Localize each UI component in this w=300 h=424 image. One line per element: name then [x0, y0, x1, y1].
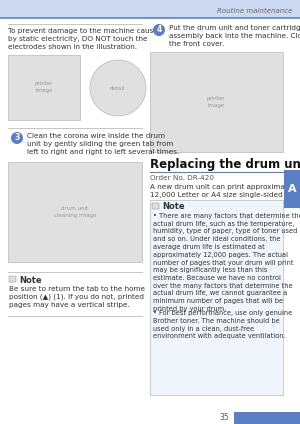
Text: //: //	[10, 277, 13, 282]
Text: Order No. DR-420: Order No. DR-420	[150, 175, 214, 181]
FancyBboxPatch shape	[150, 52, 283, 152]
FancyBboxPatch shape	[284, 170, 300, 208]
Text: A: A	[288, 184, 296, 194]
Circle shape	[90, 60, 146, 116]
Text: //: //	[152, 204, 156, 209]
Text: Be sure to return the tab to the home
position (▲) (1). If you do not, printed
p: Be sure to return the tab to the home po…	[9, 286, 145, 309]
Text: printer
image: printer image	[207, 96, 225, 108]
FancyBboxPatch shape	[8, 162, 142, 262]
Circle shape	[153, 24, 165, 36]
FancyBboxPatch shape	[9, 276, 16, 282]
Text: printer
image: printer image	[35, 81, 53, 92]
Text: detail: detail	[110, 86, 126, 90]
Text: Note: Note	[162, 202, 184, 211]
Text: A new drum unit can print approximately
12,000 Letter or A4 size single-sided pa: A new drum unit can print approximately …	[150, 184, 300, 198]
FancyBboxPatch shape	[150, 200, 283, 395]
Text: drum unit
cleaning image: drum unit cleaning image	[54, 206, 96, 218]
FancyBboxPatch shape	[234, 412, 300, 424]
Text: 35: 35	[219, 413, 229, 422]
FancyBboxPatch shape	[152, 203, 159, 209]
Text: Clean the corona wire inside the drum
unit by gently sliding the green tab from
: Clean the corona wire inside the drum un…	[27, 133, 179, 155]
Text: Replacing the drum unit: Replacing the drum unit	[150, 158, 300, 171]
Text: • There are many factors that determine the
actual drum life, such as the temper: • There are many factors that determine …	[153, 213, 300, 312]
Circle shape	[11, 132, 23, 144]
Text: Put the drum unit and toner cartridge
assembly back into the machine. Close
the : Put the drum unit and toner cartridge as…	[169, 25, 300, 47]
Text: To prevent damage to the machine caused
by static electricity, DO NOT touch the
: To prevent damage to the machine caused …	[8, 28, 163, 50]
Text: 4: 4	[156, 25, 162, 34]
Text: Note: Note	[19, 276, 42, 285]
FancyBboxPatch shape	[8, 55, 80, 120]
Text: Routine maintenance: Routine maintenance	[217, 8, 292, 14]
FancyBboxPatch shape	[0, 0, 300, 18]
Text: • For best performance, use only genuine
Brother toner. The machine should be
us: • For best performance, use only genuine…	[153, 310, 292, 339]
Text: 3: 3	[14, 134, 20, 142]
